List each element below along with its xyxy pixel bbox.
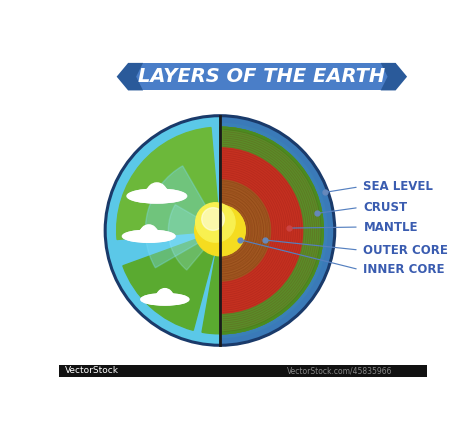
Ellipse shape [141, 294, 189, 305]
Wedge shape [220, 116, 335, 345]
Circle shape [162, 291, 174, 303]
Circle shape [147, 183, 166, 202]
Wedge shape [105, 116, 220, 345]
Circle shape [140, 225, 157, 241]
Ellipse shape [131, 193, 182, 201]
Wedge shape [220, 116, 335, 345]
Polygon shape [117, 63, 143, 90]
FancyBboxPatch shape [59, 365, 427, 377]
Ellipse shape [145, 297, 185, 303]
Circle shape [202, 208, 225, 230]
Wedge shape [123, 231, 220, 330]
Polygon shape [381, 63, 407, 90]
Text: CRUST: CRUST [364, 201, 408, 214]
Ellipse shape [127, 234, 171, 241]
Wedge shape [220, 148, 302, 313]
Text: INNER CORE: INNER CORE [364, 263, 445, 276]
Ellipse shape [128, 189, 186, 203]
Circle shape [146, 228, 158, 240]
Circle shape [195, 205, 245, 256]
Wedge shape [220, 127, 323, 334]
Circle shape [156, 291, 168, 303]
FancyBboxPatch shape [128, 63, 396, 90]
Text: VectorStock.com/45835966: VectorStock.com/45835966 [287, 366, 392, 375]
Text: LAYERS OF THE EARTH: LAYERS OF THE EARTH [138, 67, 385, 86]
Wedge shape [168, 205, 220, 270]
Wedge shape [117, 128, 220, 240]
Text: SEA LEVEL: SEA LEVEL [364, 180, 433, 193]
Ellipse shape [123, 230, 174, 242]
Text: OUTER CORE: OUTER CORE [364, 244, 448, 256]
Ellipse shape [122, 230, 175, 242]
Circle shape [146, 186, 160, 201]
Text: MANTLE: MANTLE [364, 220, 418, 234]
Wedge shape [220, 127, 323, 334]
Wedge shape [220, 127, 323, 334]
Ellipse shape [127, 189, 187, 203]
Wedge shape [220, 180, 271, 281]
Wedge shape [220, 116, 335, 345]
Circle shape [196, 203, 235, 242]
Wedge shape [202, 231, 220, 334]
Wedge shape [146, 166, 220, 268]
Text: VectorStock: VectorStock [65, 366, 119, 375]
Circle shape [154, 186, 168, 201]
Wedge shape [220, 205, 245, 256]
Ellipse shape [141, 294, 189, 305]
Circle shape [139, 228, 152, 240]
Circle shape [157, 288, 173, 304]
